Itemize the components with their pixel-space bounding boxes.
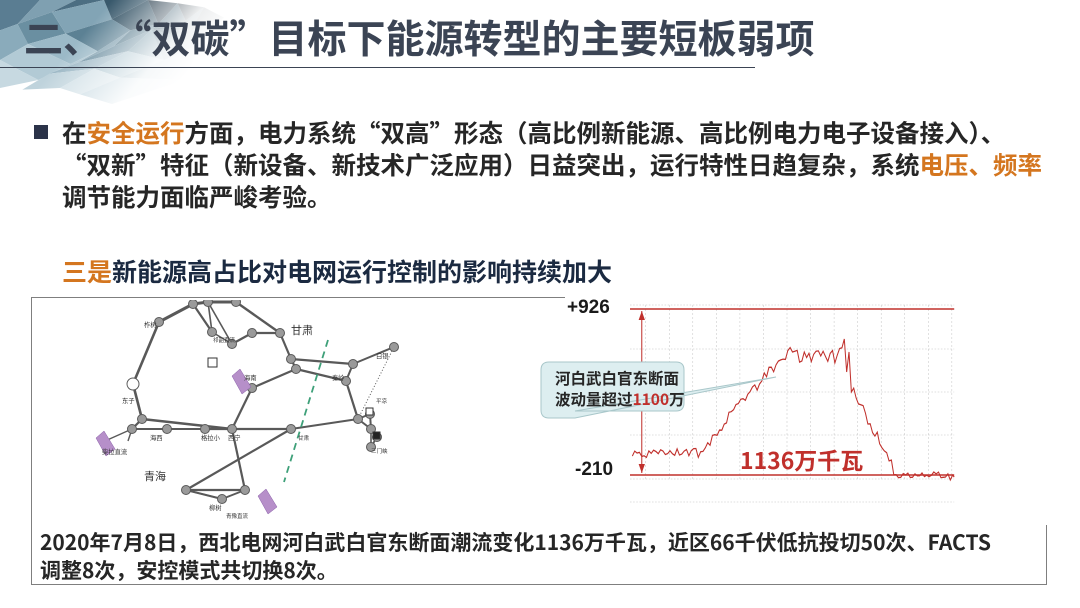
svg-text:东子: 东子 [122, 396, 135, 405]
svg-text:1136万千瓦: 1136万千瓦 [740, 442, 863, 476]
svg-text:平凉: 平凉 [376, 397, 388, 405]
svg-text:祁韶直流: 祁韶直流 [213, 336, 236, 344]
svg-text:海南: 海南 [244, 373, 257, 382]
svg-text:甘肃: 甘肃 [298, 434, 310, 442]
svg-text:柳树: 柳树 [209, 503, 222, 512]
svg-text:白银: 白银 [376, 351, 389, 360]
svg-text:甘肃: 甘肃 [291, 322, 313, 338]
svg-text:秦岭: 秦岭 [332, 373, 345, 382]
svg-text:海西: 海西 [150, 433, 163, 442]
svg-text:西宁: 西宁 [228, 433, 241, 442]
svg-text:+926: +926 [567, 297, 610, 318]
svg-text:柴拉直流: 柴拉直流 [102, 447, 128, 456]
svg-text:青豫直流: 青豫直流 [226, 512, 249, 520]
svg-text:青海: 青海 [144, 468, 166, 484]
svg-text:波动量超过1100万: 波动量超过1100万 [555, 388, 685, 410]
svg-text:柞树: 柞树 [144, 320, 157, 329]
svg-text:三门峡: 三门峡 [371, 447, 388, 455]
svg-text:河白武白官东断面: 河白武白官东断面 [555, 367, 679, 389]
svg-text:-210: -210 [575, 459, 613, 480]
svg-text:格拉小: 格拉小 [201, 433, 221, 442]
